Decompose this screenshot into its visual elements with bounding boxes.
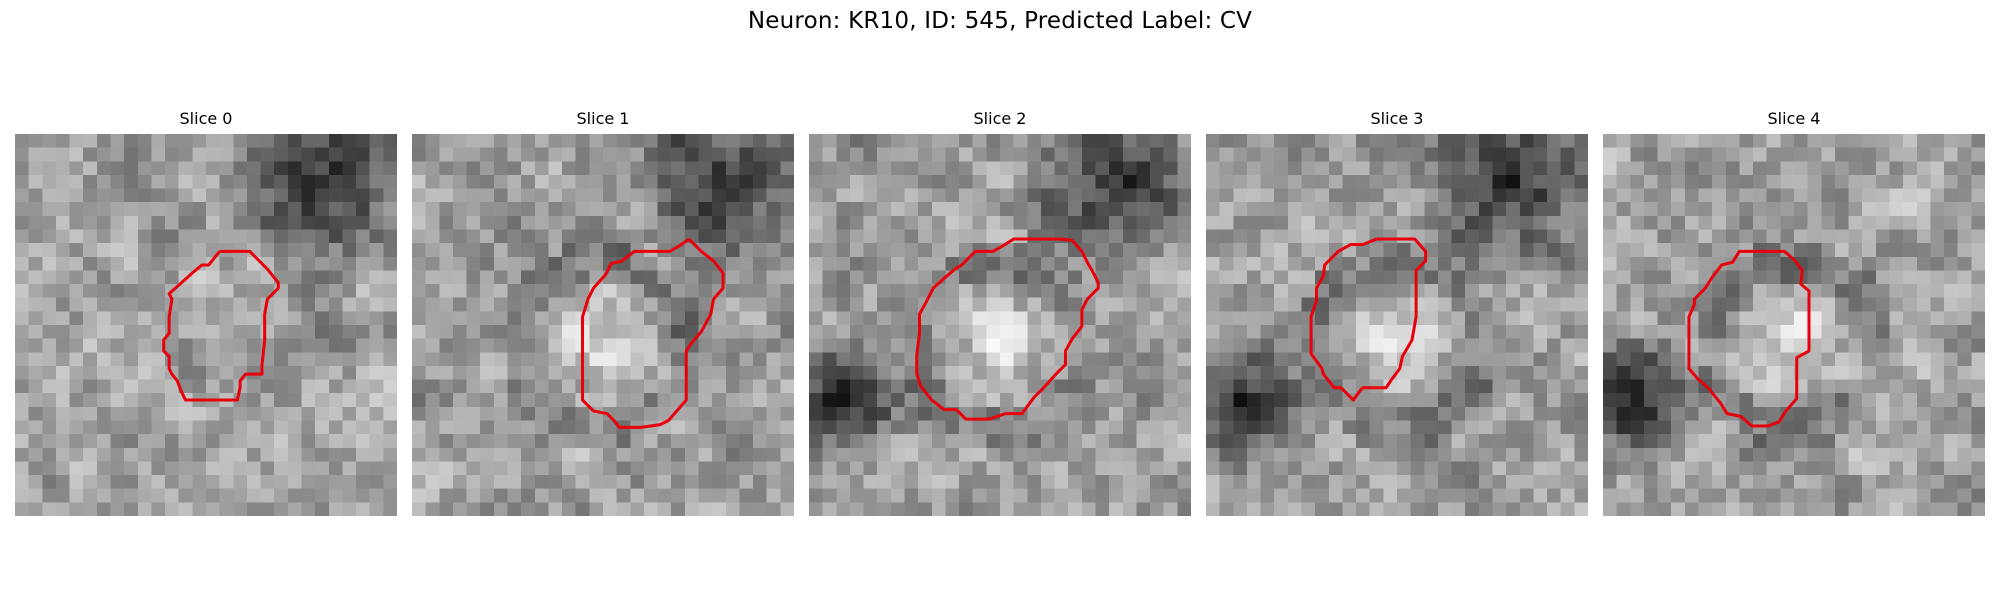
pixel-grid — [809, 134, 1191, 516]
pixel-grid — [15, 134, 397, 516]
slice-image-3 — [1206, 134, 1588, 516]
pixel-grid — [1603, 134, 1985, 516]
cell-contour — [1309, 237, 1428, 402]
slice-image-2 — [809, 134, 1191, 516]
pixel-grid — [412, 134, 794, 516]
cell-contour — [915, 237, 1100, 421]
figure-title: Neuron: KR10, ID: 545, Predicted Label: … — [747, 8, 1253, 34]
panel-title-slice-4: Slice 4 — [1767, 109, 1821, 128]
slice-image-0 — [15, 134, 397, 516]
panel-title-slice-0: Slice 0 — [179, 109, 233, 128]
slice-image-1 — [412, 134, 794, 516]
panel-title-slice-3: Slice 3 — [1370, 109, 1424, 128]
cell-contour — [1687, 249, 1811, 428]
panel-title-slice-2: Slice 2 — [973, 109, 1027, 128]
panel-title-slice-1: Slice 1 — [576, 109, 630, 128]
pixel-grid — [1206, 134, 1588, 516]
slice-image-4 — [1603, 134, 1985, 516]
cell-contour — [581, 237, 725, 429]
cell-contour — [162, 249, 280, 402]
